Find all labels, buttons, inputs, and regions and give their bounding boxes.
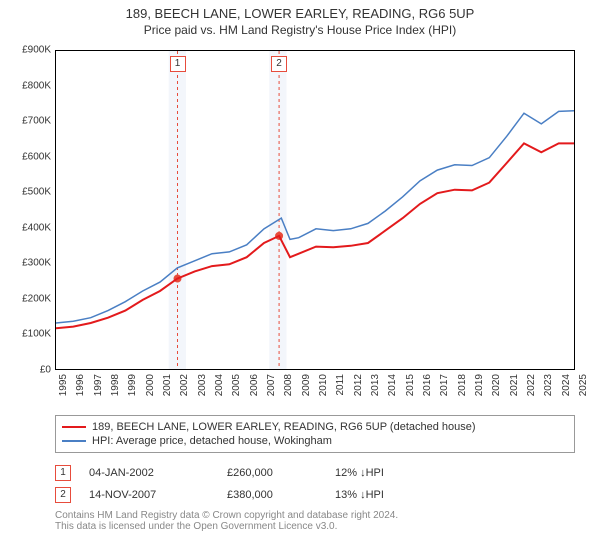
x-tick-label: 2009: [301, 374, 312, 414]
footer-copyright: Contains HM Land Registry data © Crown c…: [55, 510, 575, 521]
legend-swatch-hpi: [62, 440, 86, 442]
x-tick-label: 2010: [318, 374, 329, 414]
footer-license: This data is licensed under the Open Gov…: [55, 521, 575, 532]
y-tick-label: £800K: [22, 80, 51, 91]
y-tick-label: £200K: [22, 293, 51, 304]
sale-delta-2: 13%: [335, 489, 455, 501]
x-tick-label: 2024: [561, 374, 572, 414]
x-tick-label: 2006: [249, 374, 260, 414]
footer: Contains HM Land Registry data © Crown c…: [55, 510, 575, 532]
y-tick-label: £600K: [22, 151, 51, 162]
x-tick-label: 1998: [110, 374, 121, 414]
sale-price-2: £380,000: [227, 489, 317, 501]
x-tick-label: 2005: [231, 374, 242, 414]
x-tick-label: 2023: [543, 374, 554, 414]
x-tick-label: 2008: [283, 374, 294, 414]
legend: 189, BEECH LANE, LOWER EARLEY, READING, …: [55, 415, 575, 453]
x-tick-label: 2015: [405, 374, 416, 414]
legend-swatch-property: [62, 426, 86, 428]
plot-area: [55, 50, 575, 370]
legend-item-property: 189, BEECH LANE, LOWER EARLEY, READING, …: [62, 420, 568, 434]
y-tick-label: £0: [40, 365, 51, 376]
x-tick-label: 2007: [266, 374, 277, 414]
sales-table: 1 04-JAN-2002 £260,000 12% 2 14-NOV-2007…: [55, 462, 575, 506]
plot-svg: [56, 51, 574, 369]
chart-subtitle: Price paid vs. HM Land Registry's House …: [0, 21, 600, 37]
legend-label-property: 189, BEECH LANE, LOWER EARLEY, READING, …: [92, 421, 476, 433]
x-tick-label: 2001: [162, 374, 173, 414]
y-tick-label: £500K: [22, 187, 51, 198]
x-tick-label: 1999: [127, 374, 138, 414]
sale-marker-1: 1: [55, 465, 71, 481]
x-tick-label: 2012: [353, 374, 364, 414]
y-tick-label: £300K: [22, 258, 51, 269]
x-tick-label: 2014: [387, 374, 398, 414]
x-tick-label: 2011: [335, 374, 346, 414]
chart-title: 189, BEECH LANE, LOWER EARLEY, READING, …: [0, 0, 600, 21]
chart-container: 189, BEECH LANE, LOWER EARLEY, READING, …: [0, 0, 600, 560]
y-tick-label: £400K: [22, 222, 51, 233]
x-tick-label: 2021: [509, 374, 520, 414]
x-tick-label: 2002: [179, 374, 190, 414]
chart-area: 12£0£100K£200K£300K£400K£500K£600K£700K£…: [55, 50, 575, 370]
y-tick-label: £100K: [22, 329, 51, 340]
sale-marker-2: 2: [55, 487, 71, 503]
x-tick-label: 2025: [578, 374, 589, 414]
x-tick-label: 2018: [457, 374, 468, 414]
sale-row-2: 2 14-NOV-2007 £380,000 13%: [55, 484, 575, 506]
sale-date-1: 04-JAN-2002: [89, 467, 209, 479]
x-tick-label: 2013: [370, 374, 381, 414]
sale-callout-1: 1: [170, 56, 186, 72]
x-tick-label: 2003: [197, 374, 208, 414]
sale-callout-2: 2: [271, 56, 287, 72]
x-tick-label: 2016: [422, 374, 433, 414]
x-tick-label: 2017: [439, 374, 450, 414]
sale-date-2: 14-NOV-2007: [89, 489, 209, 501]
x-tick-label: 1995: [58, 374, 69, 414]
x-tick-label: 2019: [474, 374, 485, 414]
sale-price-1: £260,000: [227, 467, 317, 479]
x-tick-label: 2020: [491, 374, 502, 414]
x-tick-label: 1996: [75, 374, 86, 414]
x-tick-label: 2004: [214, 374, 225, 414]
x-tick-label: 1997: [93, 374, 104, 414]
legend-item-hpi: HPI: Average price, detached house, Woki…: [62, 434, 568, 448]
x-tick-label: 2000: [145, 374, 156, 414]
legend-label-hpi: HPI: Average price, detached house, Woki…: [92, 435, 332, 447]
y-tick-label: £900K: [22, 45, 51, 56]
sale-delta-1: 12%: [335, 467, 455, 479]
x-tick-label: 2022: [526, 374, 537, 414]
sale-row-1: 1 04-JAN-2002 £260,000 12%: [55, 462, 575, 484]
y-tick-label: £700K: [22, 116, 51, 127]
